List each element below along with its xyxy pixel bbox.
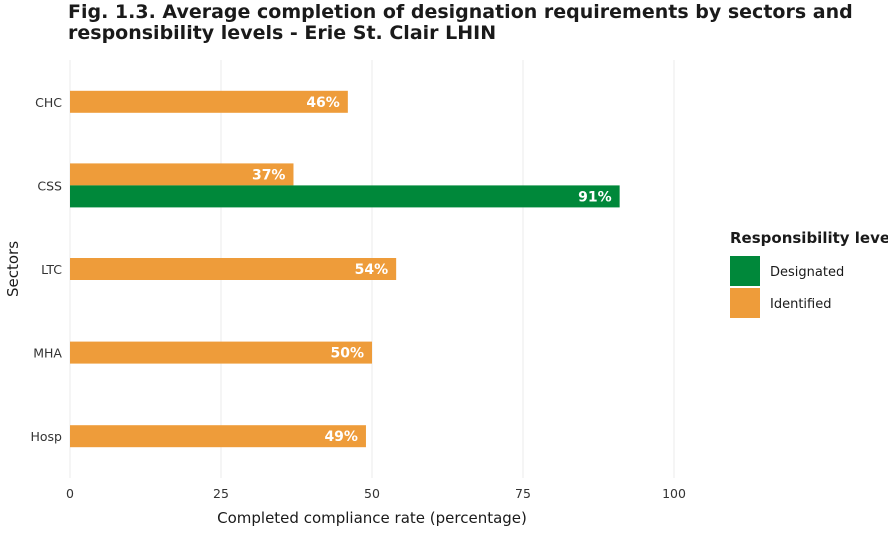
legend-label-designated: Designated xyxy=(770,265,844,280)
y-tick-label: CSS xyxy=(37,178,62,193)
bar-identified-mha xyxy=(70,341,372,364)
x-tick-label: 50 xyxy=(364,486,380,501)
y-tick-label: CHC xyxy=(35,95,62,110)
bar-identified-ltc xyxy=(70,258,397,280)
bar-identified-hosp xyxy=(70,425,366,448)
bar-identified-chc xyxy=(70,90,348,113)
chart-title: Fig. 1.3. Average completion of designat… xyxy=(68,1,853,44)
bar-label-chc: 46% xyxy=(306,95,340,111)
legend-title: Responsibility level xyxy=(730,229,888,247)
y-tick-label: Hosp xyxy=(31,429,63,444)
x-tick-label: 100 xyxy=(662,486,686,501)
x-axis-title: Completed compliance rate (percentage) xyxy=(217,509,527,527)
bar-label-mha: 50% xyxy=(330,346,364,362)
x-tick-label: 75 xyxy=(515,486,531,501)
bar-designated-css xyxy=(70,185,620,208)
bar-label-css: 37% xyxy=(252,167,286,183)
y-axis-title: Sectors xyxy=(4,241,22,297)
legend-key-designated xyxy=(730,256,760,286)
bar-label-ltc: 54% xyxy=(355,262,389,278)
x-tick-label: 0 xyxy=(66,486,74,501)
y-tick-label: LTC xyxy=(41,262,62,277)
legend-key-identified xyxy=(730,288,760,318)
legend-label-identified: Identified xyxy=(770,297,831,312)
bar-identified-css xyxy=(70,163,294,186)
bar-label-hosp: 49% xyxy=(324,429,358,445)
bar-label-css: 91% xyxy=(578,189,612,205)
x-tick-label: 25 xyxy=(213,486,229,501)
y-tick-label: MHA xyxy=(33,346,62,361)
